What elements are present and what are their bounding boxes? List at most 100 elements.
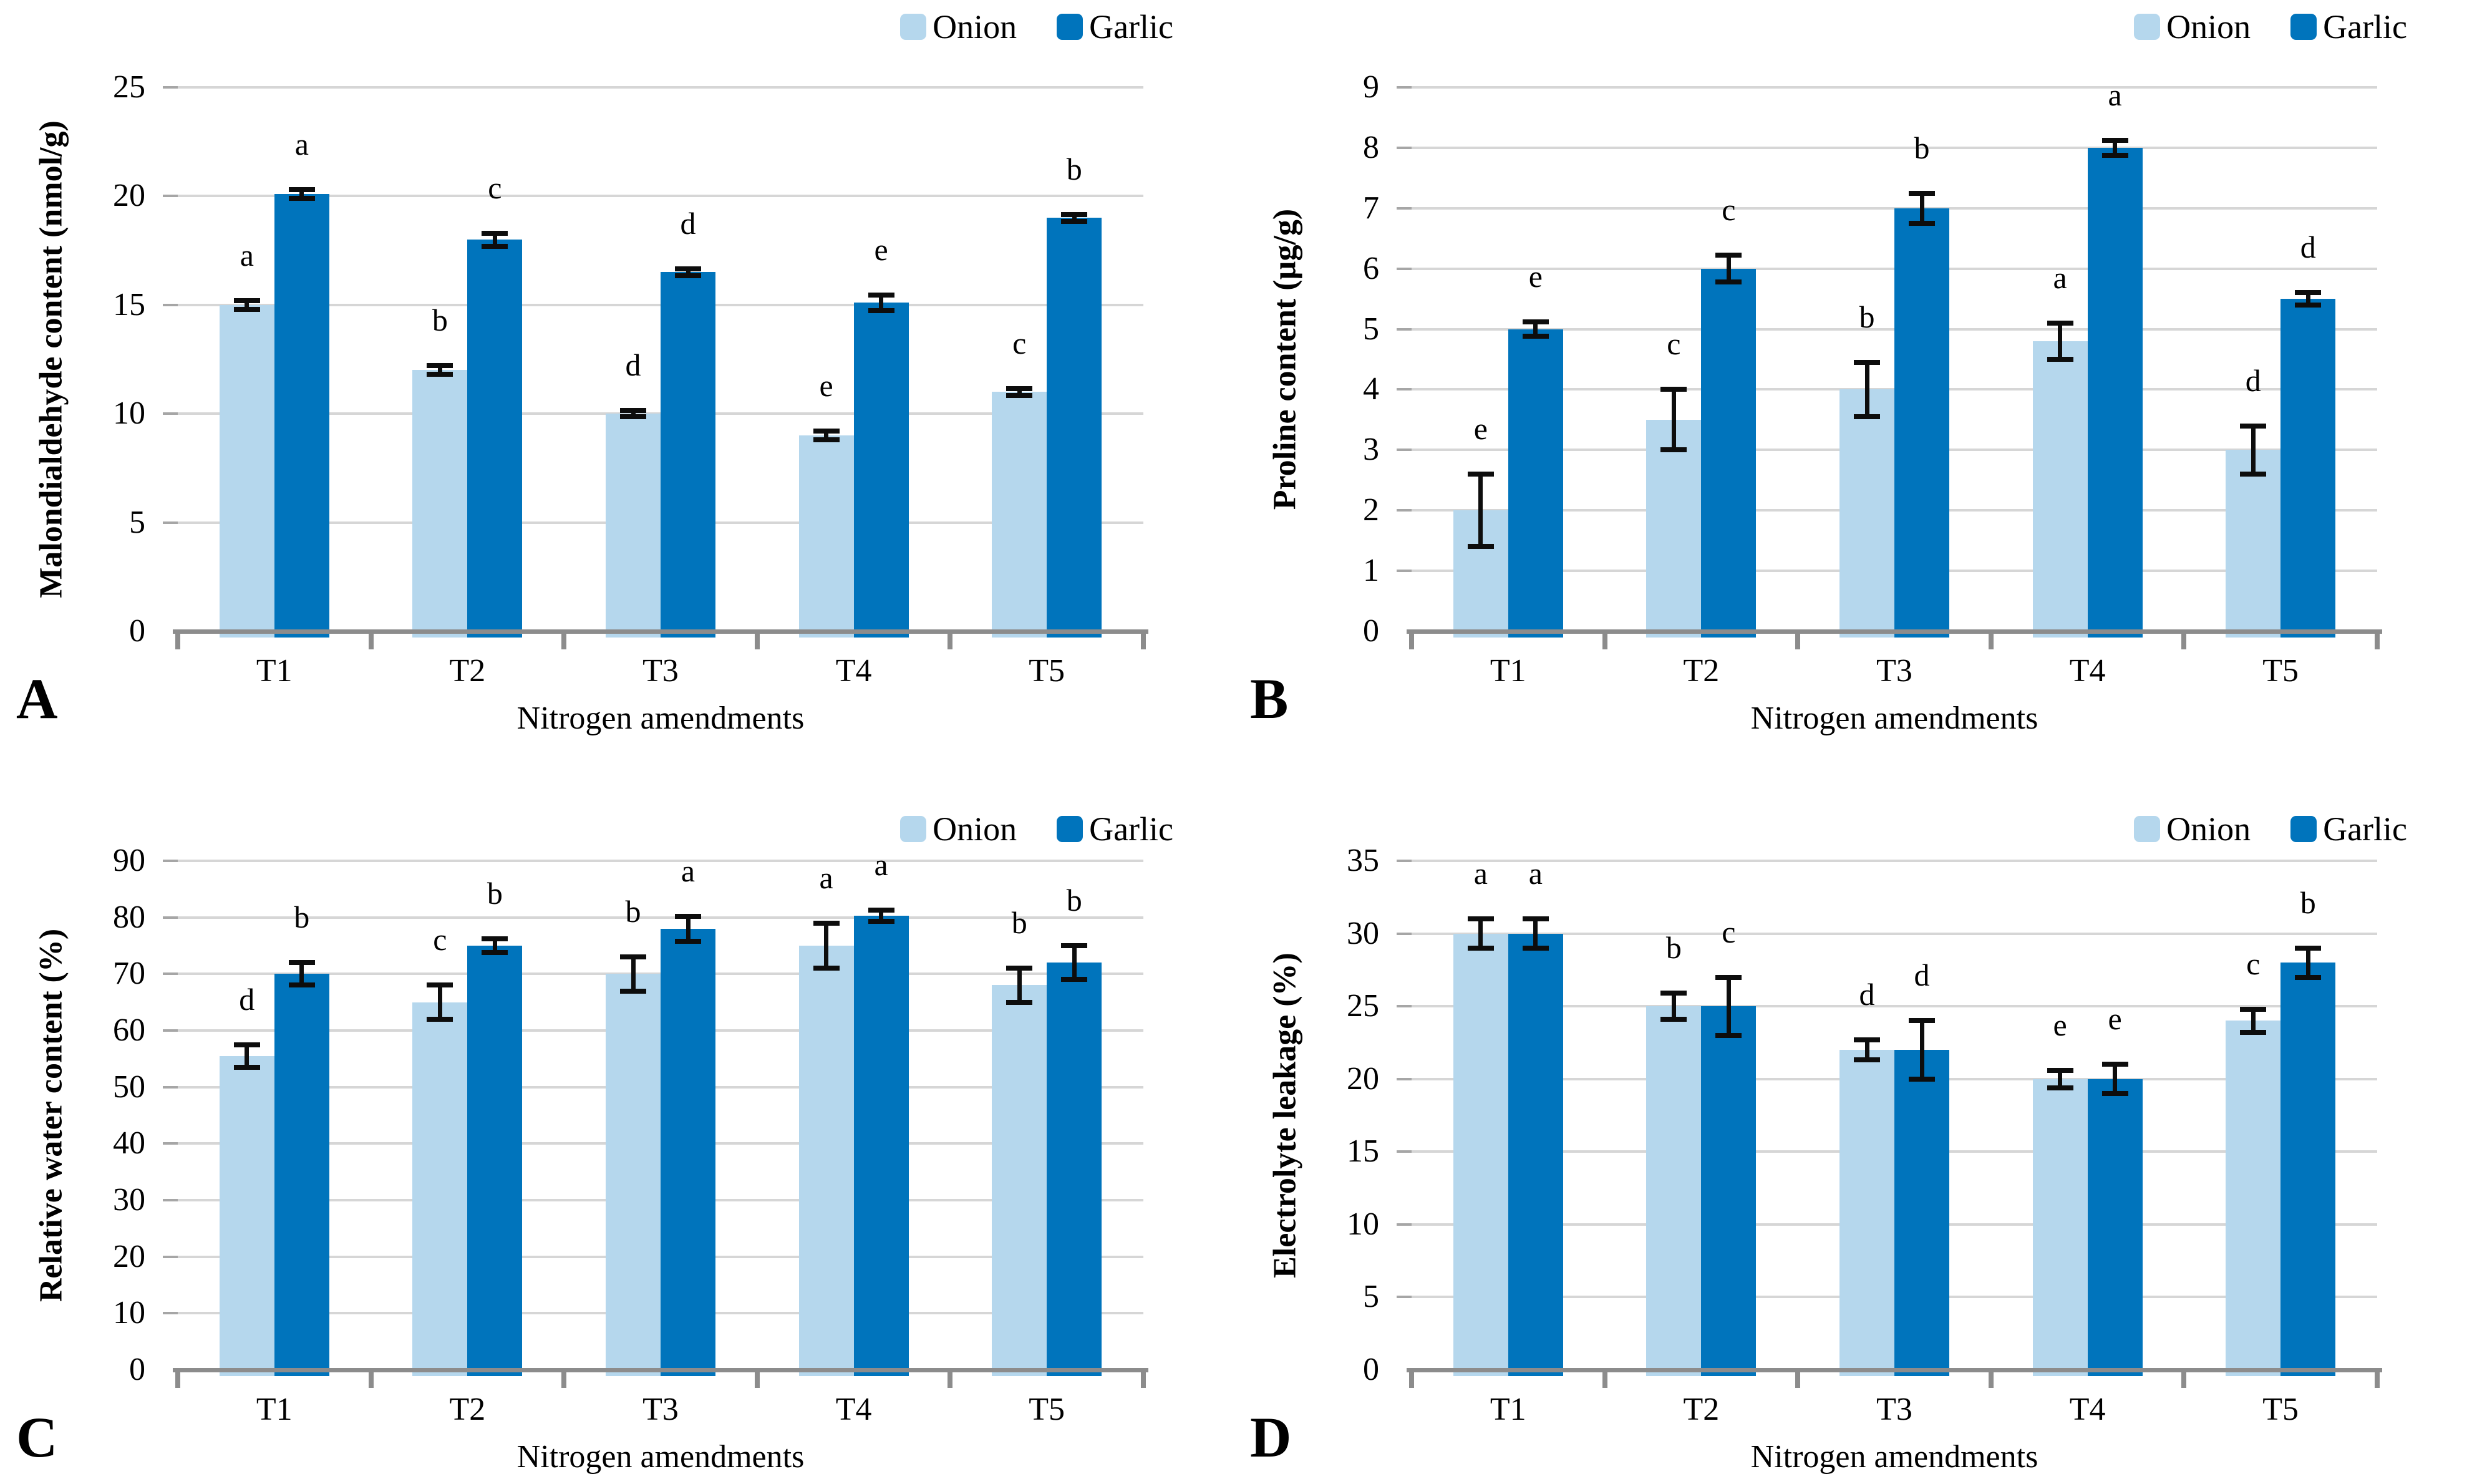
- y-tick-label: 15: [1347, 1133, 1379, 1170]
- y-tick-mark: [1397, 1005, 1412, 1008]
- x-tick-mark: [948, 633, 953, 649]
- legend-item-garlic: Garlic: [1057, 812, 1173, 846]
- y-tick-label: 10: [113, 395, 145, 432]
- error-bar-line: [879, 909, 884, 921]
- bar-onion-T2: [412, 1002, 468, 1376]
- x-axis-line: [173, 1368, 1148, 1372]
- x-tick-mark: [1795, 633, 1801, 649]
- sig-letter: d: [1914, 958, 1930, 993]
- error-bar-cap-top: [868, 907, 894, 913]
- error-bar-cap-top: [482, 230, 508, 236]
- x-tick-label: T2: [1683, 1392, 1720, 1427]
- sig-letter: d: [239, 981, 255, 1017]
- legend-garlic-label: Garlic: [1089, 8, 1173, 46]
- error-bar-cap-bottom: [2047, 1085, 2073, 1090]
- error-bar-cap-top: [1061, 212, 1088, 218]
- error-bar-cap-bottom: [1660, 1017, 1687, 1022]
- x-axis-title: Nitrogen amendments: [1750, 701, 2038, 736]
- y-tick-mark: [163, 521, 178, 524]
- y-tick-label: 0: [1363, 1352, 1379, 1387]
- error-bar-line: [1671, 389, 1676, 450]
- panel-letter: A: [16, 667, 58, 730]
- gridline: [1412, 146, 2377, 149]
- panel-A: Onion Garlic Malondialdehyde content (nm…: [0, 0, 1233, 742]
- error-bar-line: [1478, 474, 1483, 547]
- y-tick-label: 5: [1363, 311, 1379, 347]
- y-tick-label: 90: [113, 843, 145, 878]
- bar-onion-T3: [606, 414, 661, 638]
- bar-onion-T2: [412, 370, 468, 638]
- x-tick-mark: [561, 633, 567, 649]
- error-bar-cap-bottom: [1854, 1057, 1880, 1063]
- error-bar-cap-bottom: [2101, 152, 2128, 158]
- error-bar-line: [492, 233, 497, 246]
- y-tick-label: 80: [113, 899, 145, 935]
- error-bar-cap-top: [2295, 290, 2322, 296]
- legend: Onion Garlic: [900, 10, 1173, 44]
- error-bar-cap-bottom: [1854, 414, 1880, 420]
- error-bar-cap-top: [1854, 1037, 1880, 1042]
- x-tick-mark: [175, 633, 180, 649]
- y-tick-label: 20: [1347, 1060, 1379, 1097]
- x-tick-mark: [1602, 633, 1607, 649]
- error-bar-line: [437, 985, 442, 1019]
- y-tick-label: 70: [113, 956, 145, 992]
- error-bar-line: [879, 295, 884, 311]
- error-bar-cap-top: [1909, 190, 1935, 196]
- x-tick-mark: [1988, 633, 1994, 649]
- panel-C: Onion Garlic Relative water content (%) …: [0, 742, 1233, 1484]
- error-bar-line: [2305, 948, 2310, 977]
- y-tick-label: 30: [113, 1182, 145, 1218]
- bar-garlic-T4: [853, 915, 909, 1376]
- error-bar-cap-top: [620, 954, 646, 960]
- bar-garlic-T5: [2280, 299, 2336, 638]
- error-bar-line: [2251, 1009, 2256, 1033]
- x-tick-label: T4: [835, 653, 872, 689]
- error-bar-cap-bottom: [620, 414, 646, 420]
- y-tick-label: 30: [1347, 915, 1379, 951]
- x-axis-line: [173, 629, 1148, 634]
- error-bar-cap-bottom: [1909, 1076, 1935, 1082]
- sig-letter: e: [2108, 1001, 2122, 1037]
- x-tick-label: T3: [1876, 653, 1912, 689]
- error-bar-cap-bottom: [427, 1016, 453, 1022]
- x-tick-mark: [754, 1372, 760, 1388]
- error-bar-line: [1726, 255, 1731, 282]
- x-tick-mark: [368, 633, 374, 649]
- error-bar-cap-top: [813, 429, 840, 434]
- y-tick-mark: [1397, 1296, 1412, 1299]
- bar-garlic-T2: [1701, 1006, 1757, 1376]
- legend-onion-swatch: [900, 816, 927, 842]
- error-bar-line: [2058, 1070, 2063, 1088]
- x-axis-line: [1407, 629, 2382, 634]
- error-bar-line: [245, 1044, 250, 1067]
- error-bar-line: [437, 366, 442, 375]
- legend-onion-label: Onion: [2166, 8, 2251, 46]
- y-tick-label: 0: [129, 613, 145, 649]
- x-tick-mark: [175, 1372, 180, 1388]
- bar-garlic-T3: [1894, 208, 1949, 638]
- error-bar-line: [1017, 968, 1022, 1002]
- error-bar-cap-bottom: [482, 949, 508, 955]
- panel-letter: B: [1250, 667, 1289, 730]
- error-bar-cap-top: [1467, 916, 1494, 922]
- error-bar-line: [2113, 1064, 2118, 1094]
- y-tick-label: 10: [113, 1295, 145, 1331]
- y-tick-mark: [1397, 932, 1412, 935]
- bar-garlic-T1: [1508, 329, 1563, 638]
- error-bar-line: [1919, 1021, 1924, 1079]
- y-tick-mark: [1397, 267, 1412, 270]
- error-bar-line: [2058, 323, 2063, 359]
- bar-garlic-T2: [1701, 268, 1757, 638]
- bar-onion-T3: [1839, 1050, 1894, 1376]
- y-tick-label: 4: [1363, 371, 1379, 407]
- error-bar-cap-bottom: [1522, 334, 1549, 339]
- y-tick-label: 9: [1363, 69, 1379, 105]
- error-bar-cap-bottom: [233, 306, 260, 312]
- x-axis-title: Nitrogen amendments: [1750, 1439, 2038, 1475]
- sig-letter: b: [625, 894, 641, 929]
- error-bar-line: [686, 269, 691, 276]
- bar-onion-T2: [1646, 1006, 1702, 1376]
- sig-letter: e: [2053, 1007, 2067, 1042]
- y-tick-mark: [1397, 449, 1412, 452]
